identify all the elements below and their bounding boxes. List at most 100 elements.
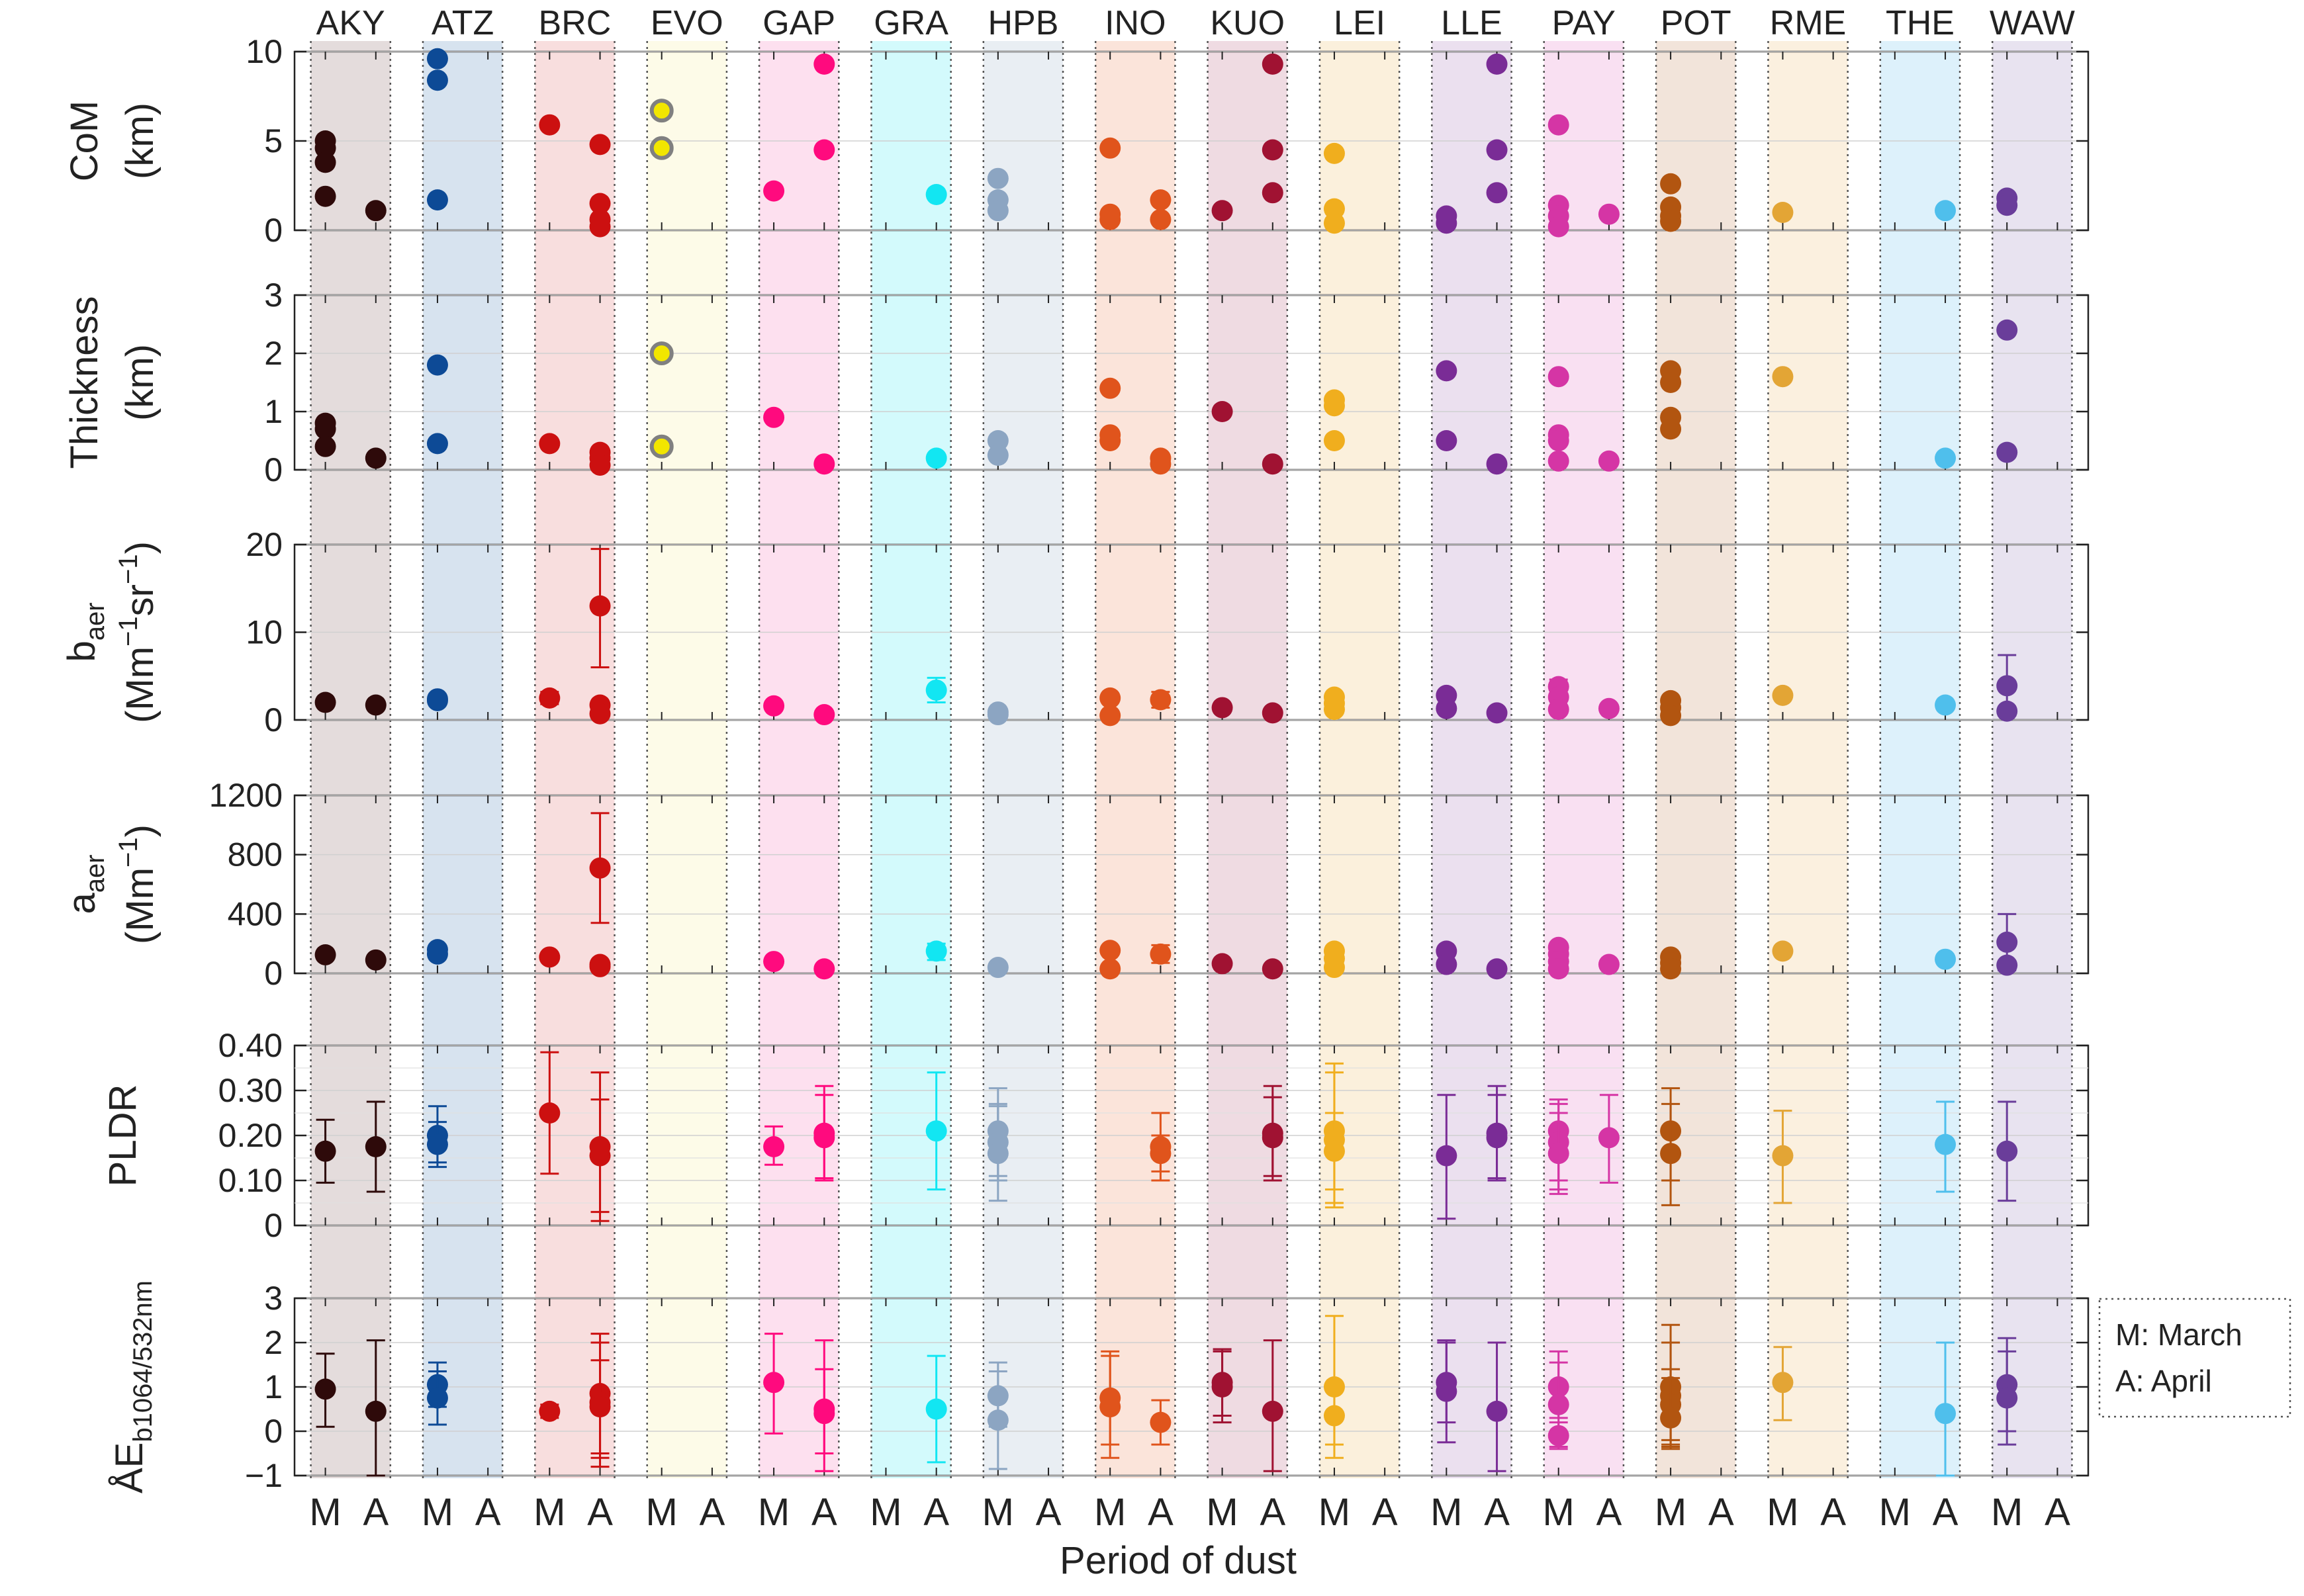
x-tick-label-a: A (1933, 1491, 1958, 1534)
data-point (589, 454, 611, 476)
station-label-kuo: KUO (1210, 4, 1285, 42)
data-point (1211, 401, 1233, 422)
y-axis-label-pldr: PLDR (101, 1085, 144, 1187)
y-tick-label: 1200 (209, 777, 283, 814)
data-point (813, 139, 835, 161)
data-point (1660, 958, 1682, 980)
station-label-pot: POT (1661, 4, 1731, 42)
data-point (1436, 697, 1457, 719)
data-point (813, 453, 835, 475)
data-point (1262, 453, 1283, 475)
data-point (1150, 1411, 1172, 1433)
data-point (1660, 1407, 1682, 1429)
data-point (589, 1396, 611, 1418)
y-label-symbol: a (60, 893, 103, 914)
y-label-unit: (Mm (118, 867, 161, 944)
data-point (1436, 430, 1457, 451)
data-point (987, 957, 1009, 979)
station-band-the (1880, 41, 1960, 1478)
data-point (589, 193, 611, 214)
y-tick-label: 10 (246, 614, 283, 651)
data-point (1547, 1394, 1569, 1415)
data-point (1547, 699, 1569, 721)
data-point (314, 152, 336, 173)
data-point (1323, 957, 1345, 979)
x-tick-label-a: A (1484, 1491, 1510, 1534)
data-point (539, 1400, 561, 1422)
data-point (813, 1127, 835, 1149)
data-point (1996, 1387, 2018, 1409)
data-point (1150, 689, 1172, 711)
x-tick-label-m: M (1094, 1491, 1126, 1534)
panel-com: 0 5 10 CoM (km) (63, 33, 2090, 249)
station-label-hpb: HPB (988, 4, 1058, 42)
data-point (925, 940, 947, 962)
data-point (1262, 182, 1283, 204)
data-point (1436, 1380, 1457, 1402)
y-axis-label-thickness: Thickness (km) (63, 296, 161, 468)
data-point (1323, 395, 1345, 417)
data-point (589, 703, 611, 725)
station-band-rme (1768, 41, 1848, 1478)
data-point (987, 1143, 1009, 1165)
station-band-kuo (1207, 41, 1287, 1478)
y-label-line2: (km) (118, 103, 161, 179)
data-point (1150, 1143, 1172, 1165)
data-point (1486, 139, 1508, 161)
x-tick-label-a: A (1372, 1491, 1398, 1534)
x-tick-label-a: A (475, 1491, 501, 1534)
station-band-brc (535, 41, 615, 1478)
y-axis-label-com: CoM (km) (63, 101, 161, 181)
data-point (1099, 208, 1121, 230)
data-point (1598, 953, 1620, 975)
y-tick-label: 0.40 (218, 1027, 283, 1064)
legend: M: March A: April (2098, 1298, 2291, 1418)
y-label-line1: PLDR (101, 1085, 144, 1187)
data-point (925, 184, 947, 205)
data-point (365, 200, 387, 222)
data-point (1099, 958, 1121, 980)
y-tick-label: −1 (245, 1457, 283, 1494)
data-point (589, 216, 611, 238)
data-point (1935, 1403, 1957, 1425)
y-label-superscript: −1 (114, 616, 143, 646)
data-point (1996, 954, 2018, 976)
y-label-line1: CoM (63, 101, 106, 181)
data-point (1262, 53, 1283, 75)
y-tick-label: 2 (264, 1324, 283, 1361)
data-point (1486, 53, 1508, 75)
x-tick-label-m: M (1991, 1491, 2023, 1534)
y-axis-label-baer: baer(Mm−1sr−1) (60, 541, 161, 723)
panel-ae: −1 0 1 2 3 ÅEb1064/532nm (108, 1280, 2090, 1494)
data-point (539, 114, 561, 136)
x-tick-label-a: A (1260, 1491, 1285, 1534)
data-point (1211, 200, 1233, 222)
data-point (1211, 697, 1233, 719)
legend-box (2098, 1298, 2291, 1418)
data-point (1660, 705, 1682, 727)
y-label-line1: baer (60, 602, 110, 662)
station-label-evo: EVO (651, 4, 723, 42)
data-point (314, 185, 336, 207)
y-label-symbol: b (60, 641, 103, 662)
legend-entry-april: A: April (2115, 1364, 2212, 1398)
data-point (1099, 430, 1121, 451)
x-tick-label-m: M (1206, 1491, 1238, 1534)
x-tick-label-a: A (1708, 1491, 1734, 1534)
data-point (314, 435, 336, 457)
data-point (1935, 694, 1957, 716)
data-point (426, 48, 448, 69)
y-tick-label: 3 (264, 1280, 283, 1317)
y-label-symbol: ÅE (108, 1442, 151, 1493)
y-tick-label: 3 (264, 277, 283, 314)
data-point (1486, 1400, 1508, 1422)
y-label-line1: ÅEb1064/532nm (108, 1280, 158, 1493)
data-point (1772, 366, 1794, 388)
data-point (1436, 360, 1457, 382)
data-point (539, 1102, 561, 1124)
data-point (1436, 953, 1457, 975)
data-point (1099, 940, 1121, 961)
x-tick-label-m: M (1318, 1491, 1350, 1534)
data-point (1996, 319, 2018, 341)
data-point (1099, 137, 1121, 159)
